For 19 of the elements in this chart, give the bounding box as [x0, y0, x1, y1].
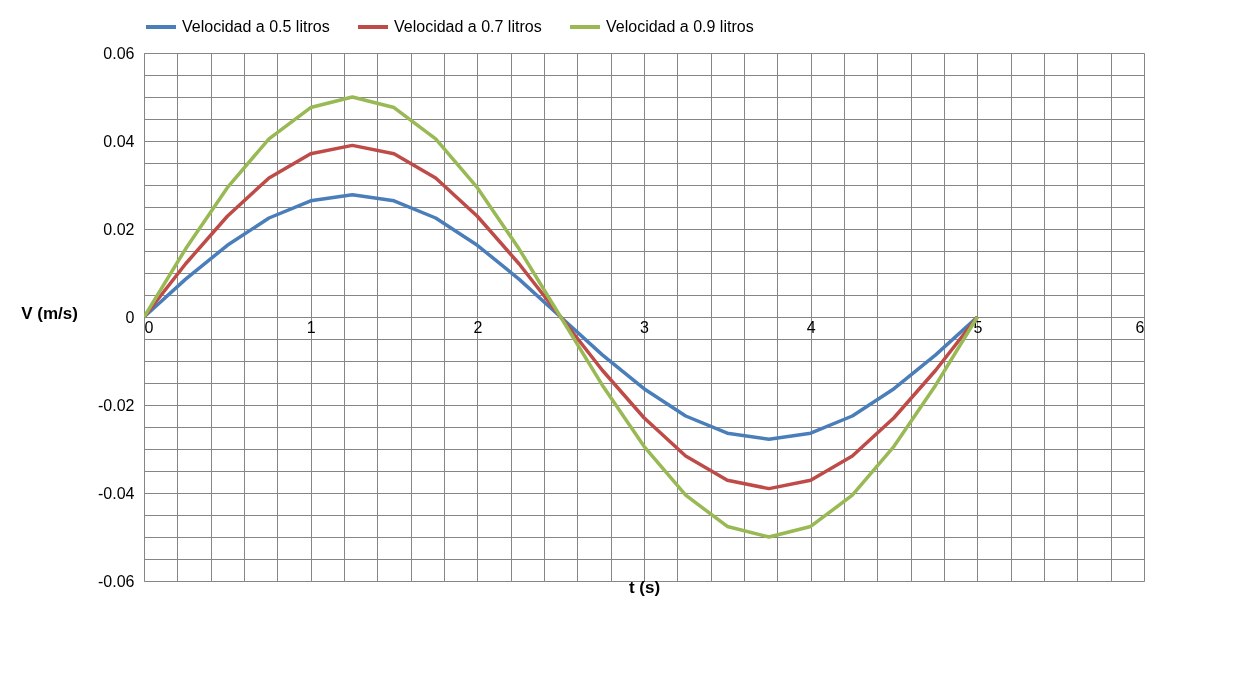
x-tick-label: 4: [806, 318, 816, 336]
y-tick-label: 0.04: [103, 132, 135, 150]
legend-label: Velocidad a 0.7 litros: [394, 18, 542, 35]
x-tick-label: 3: [640, 318, 650, 336]
x-tick-label: 2: [473, 318, 483, 336]
line-series: [144, 95, 980, 539]
x-tick-label: 5: [973, 318, 983, 336]
y-tick-label: -0.02: [98, 396, 135, 414]
legend-label: Velocidad a 0.5 litros: [182, 18, 330, 35]
legend-label: Velocidad a 0.9 litros: [606, 18, 754, 35]
y-tick-label: -0.06: [98, 572, 135, 590]
x-tick-label: 0: [144, 318, 154, 336]
x-tick-label: 1: [306, 318, 316, 336]
y-axis-title: V (m/s): [21, 303, 78, 323]
x-axis-title: t (s): [628, 577, 661, 597]
y-tick-label: -0.04: [98, 484, 135, 502]
y-tick-label: 0.02: [103, 220, 135, 238]
y-tick-label: 0.06: [103, 44, 135, 62]
x-tick-label: 6: [1135, 318, 1145, 336]
